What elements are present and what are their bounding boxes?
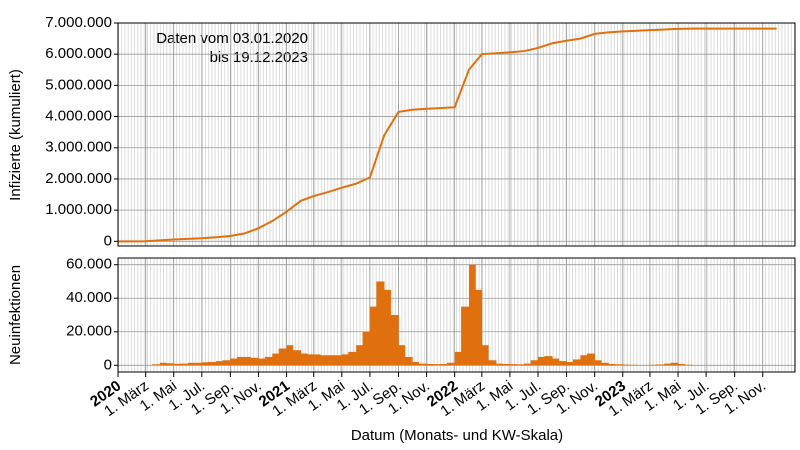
bar bbox=[307, 354, 315, 366]
bar bbox=[152, 364, 161, 366]
week-grid bbox=[118, 23, 795, 246]
bar bbox=[334, 355, 343, 366]
bar bbox=[293, 350, 302, 366]
bar bbox=[594, 360, 602, 366]
bar bbox=[656, 364, 665, 366]
bar bbox=[538, 356, 545, 366]
bar bbox=[488, 360, 497, 366]
bar bbox=[404, 356, 413, 366]
bar bbox=[608, 363, 616, 366]
bar bbox=[384, 289, 391, 366]
bar bbox=[159, 362, 167, 366]
bar bbox=[341, 354, 349, 366]
y-tick-label: 5.000.000 bbox=[45, 76, 112, 93]
bar bbox=[194, 362, 203, 366]
bar bbox=[412, 361, 420, 366]
bar bbox=[509, 364, 517, 366]
bar bbox=[166, 363, 175, 366]
bar bbox=[502, 363, 511, 366]
bar bbox=[272, 353, 280, 366]
bar bbox=[622, 364, 630, 366]
bar bbox=[496, 363, 503, 366]
bar bbox=[216, 361, 223, 366]
bar bbox=[328, 355, 335, 366]
bar bbox=[586, 353, 595, 366]
y-tick-label: 0 bbox=[104, 356, 112, 373]
bar bbox=[516, 364, 525, 366]
y-tick-label: 4.000.000 bbox=[45, 108, 112, 125]
plot-frame bbox=[117, 22, 796, 247]
bar bbox=[376, 281, 385, 366]
bar bbox=[530, 360, 539, 366]
bar bbox=[475, 289, 483, 366]
bar bbox=[566, 361, 574, 366]
bar bbox=[573, 359, 581, 366]
bar bbox=[230, 358, 238, 366]
bar bbox=[300, 353, 308, 366]
y-tick-label: 6.000.000 bbox=[45, 45, 112, 62]
bar bbox=[664, 363, 671, 366]
bar bbox=[446, 362, 455, 366]
y-tick-label: 0 bbox=[104, 232, 112, 249]
bar bbox=[356, 345, 363, 366]
bar bbox=[250, 357, 259, 366]
bar bbox=[264, 356, 273, 366]
bar bbox=[244, 356, 251, 366]
x-axis-label: Datum (Monats- und KW-Skala) bbox=[351, 427, 563, 444]
bar bbox=[433, 364, 441, 366]
y-tick-label: 2.000.000 bbox=[45, 170, 112, 187]
bar bbox=[398, 345, 406, 366]
bar bbox=[684, 364, 693, 366]
bar bbox=[544, 356, 553, 366]
bar bbox=[320, 355, 329, 366]
bar bbox=[670, 362, 679, 366]
bar bbox=[208, 361, 217, 366]
y-axis-label: Infizierte (kumuliert) bbox=[7, 69, 24, 201]
bar bbox=[461, 306, 470, 366]
y-tick-label: 20.000 bbox=[66, 323, 112, 340]
bar bbox=[188, 362, 195, 366]
bar bbox=[580, 355, 588, 366]
bar bbox=[278, 348, 287, 366]
bar bbox=[552, 358, 560, 366]
bar bbox=[236, 356, 245, 366]
y-tick-label: 7.000.000 bbox=[45, 14, 112, 31]
data-line bbox=[118, 27, 777, 243]
bar bbox=[362, 331, 371, 366]
bar bbox=[649, 364, 657, 366]
y-tick-label: 1.000.000 bbox=[45, 201, 112, 218]
bar bbox=[369, 306, 377, 366]
y-tick-label: 3.000.000 bbox=[45, 139, 112, 156]
bar bbox=[454, 351, 462, 366]
bar bbox=[678, 363, 685, 366]
bar bbox=[258, 358, 266, 366]
bar bbox=[418, 363, 427, 366]
y-tick-label: 60.000 bbox=[66, 256, 112, 273]
bar bbox=[286, 345, 294, 366]
bar bbox=[524, 363, 531, 366]
bar bbox=[614, 364, 624, 366]
bar bbox=[558, 361, 567, 366]
bar bbox=[629, 364, 638, 366]
bar bbox=[348, 351, 357, 366]
bar bbox=[222, 360, 231, 366]
bar bbox=[440, 363, 448, 366]
y-tick-label: 40.000 bbox=[66, 289, 112, 306]
bar bbox=[390, 315, 399, 366]
bar bbox=[468, 264, 476, 366]
bar bbox=[173, 363, 181, 366]
plot-frame bbox=[117, 257, 796, 373]
y-axis-label: Neuinfektionen bbox=[7, 265, 24, 365]
bar bbox=[180, 363, 189, 366]
bar bbox=[601, 362, 609, 366]
bar bbox=[481, 345, 489, 366]
bar bbox=[201, 362, 209, 366]
annotation: Daten vom 03.01.2020 bbox=[156, 30, 308, 47]
bar bbox=[426, 363, 434, 366]
bar bbox=[313, 354, 321, 366]
